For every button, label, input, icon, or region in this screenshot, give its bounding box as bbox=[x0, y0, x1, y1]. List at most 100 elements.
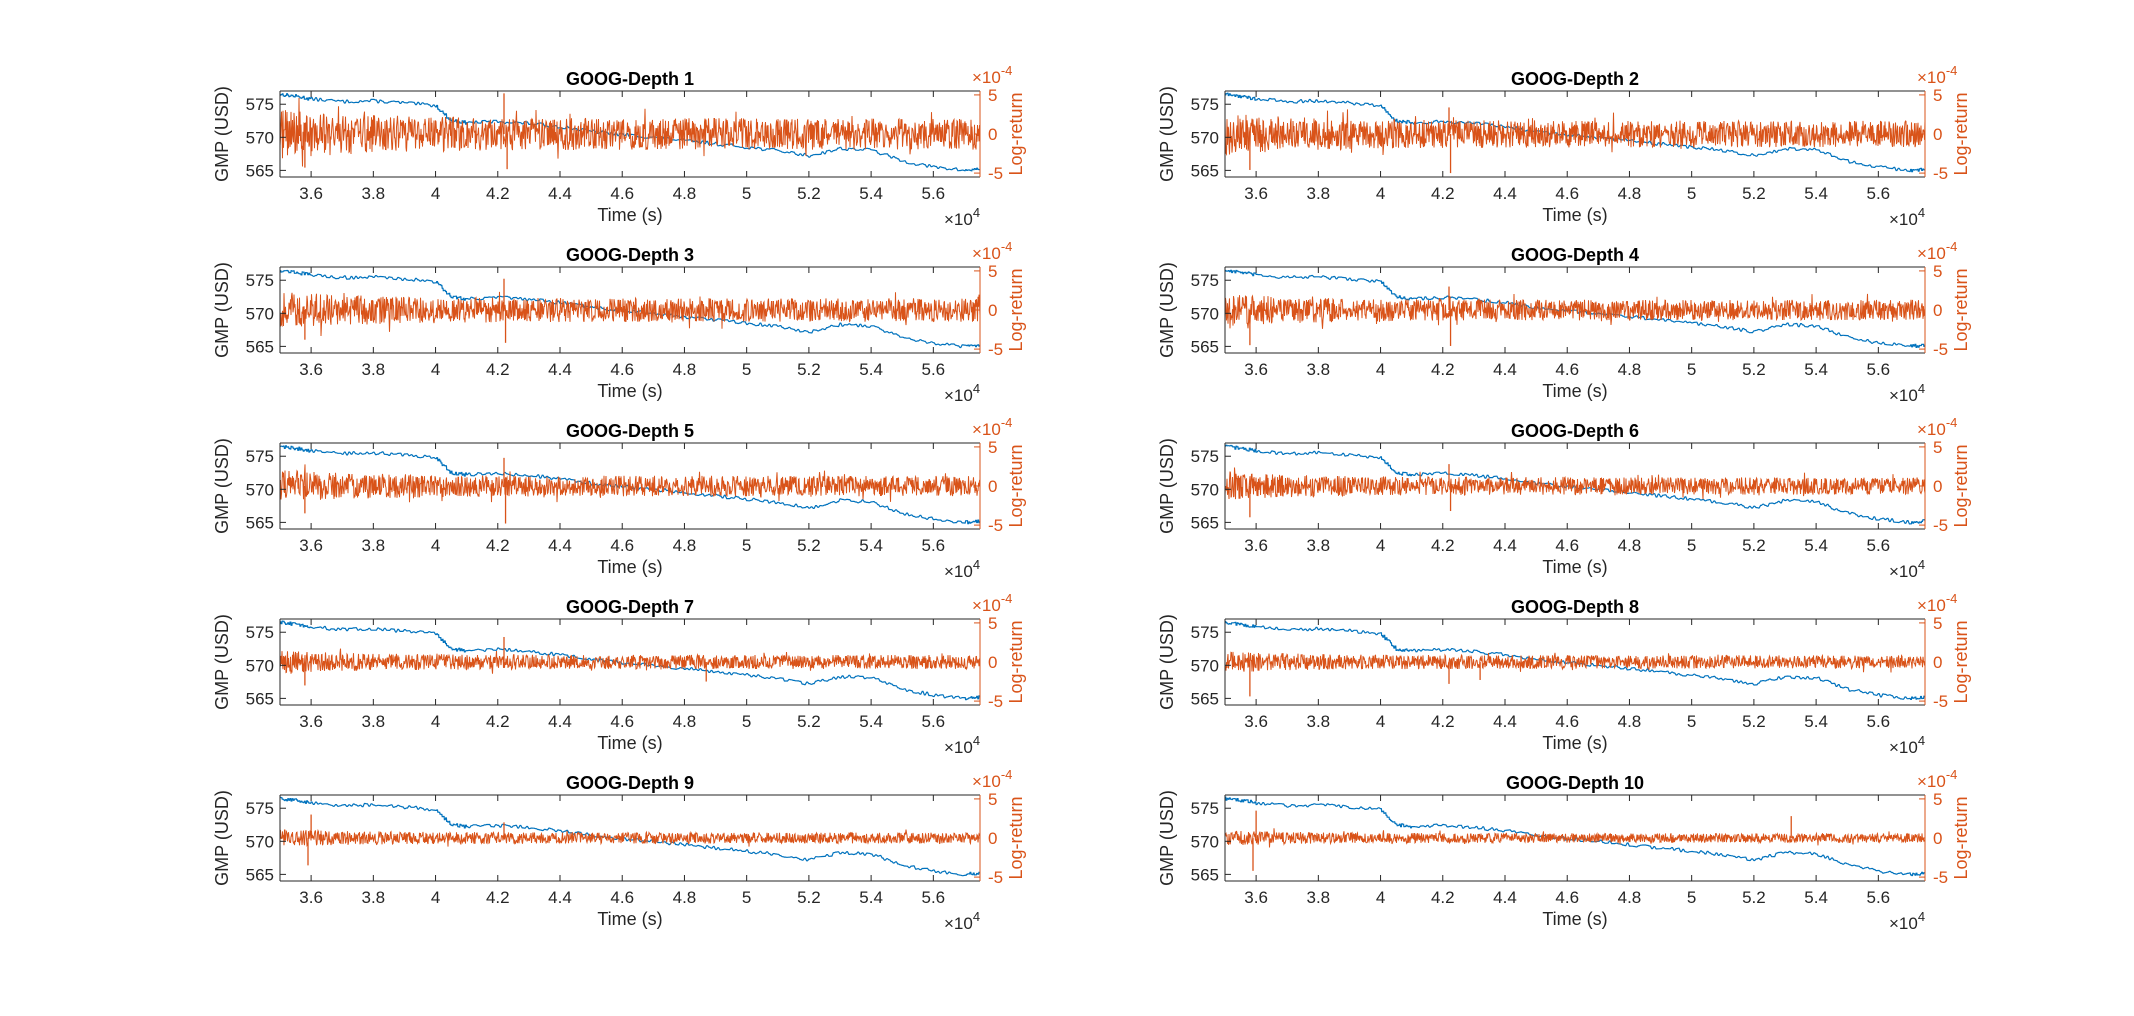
x-axis-exponent: ×104 bbox=[1889, 733, 1925, 757]
x-tick-label: 4.2 bbox=[486, 184, 510, 203]
x-tick-label: 4 bbox=[1376, 360, 1385, 379]
y-right-tick-label: 0 bbox=[988, 653, 997, 672]
x-tick-label: 4.8 bbox=[1618, 888, 1642, 907]
x-tick-label: 5.2 bbox=[797, 888, 821, 907]
x-axis-exponent: ×104 bbox=[944, 557, 980, 581]
y-axis-label-left: GMP (USD) bbox=[1157, 86, 1177, 182]
x-tick-label: 4.8 bbox=[1618, 536, 1642, 555]
y-axis-label-left: GMP (USD) bbox=[212, 790, 232, 886]
x-tick-label: 4.6 bbox=[610, 536, 634, 555]
x-tick-label: 4.6 bbox=[610, 184, 634, 203]
y-left-tick-label: 565 bbox=[246, 513, 274, 532]
x-tick-label: 4.8 bbox=[1618, 360, 1642, 379]
x-tick-label: 4.8 bbox=[1618, 712, 1642, 731]
log-return-series-line bbox=[279, 291, 981, 337]
x-tick-label: 4.4 bbox=[548, 184, 572, 203]
x-tick-label: 5 bbox=[1687, 360, 1696, 379]
x-tick-label: 4 bbox=[431, 184, 440, 203]
y-right-tick-label: -5 bbox=[988, 692, 1003, 711]
x-tick-label: 5.4 bbox=[1804, 536, 1828, 555]
y-axis-label-left: GMP (USD) bbox=[212, 86, 232, 182]
y-right-axis-exponent: ×10-4 bbox=[972, 591, 1012, 615]
y-right-tick-label: 5 bbox=[1933, 262, 1942, 281]
x-tick-label: 5.2 bbox=[1742, 888, 1766, 907]
chart-panel-8: 3.6 3.8 4 4.2 4.4 4.6 4.8 5 5.2 5.4 5.6 565 570 575 -5… bbox=[1157, 591, 1971, 757]
y-left-tick-label: 565 bbox=[1191, 337, 1219, 356]
y-right-tick-label: 0 bbox=[1933, 301, 1942, 320]
x-tick-label: 3.6 bbox=[1244, 536, 1268, 555]
x-tick-label: 3.6 bbox=[299, 184, 323, 203]
x-tick-label: 4.8 bbox=[673, 360, 697, 379]
log-return-series-line bbox=[1224, 651, 1926, 673]
y-right-tick-label: 0 bbox=[1933, 653, 1942, 672]
x-tick-label: 3.8 bbox=[362, 184, 386, 203]
y-right-tick-label: 5 bbox=[1933, 790, 1942, 809]
y-right-tick-label: 5 bbox=[988, 790, 997, 809]
x-tick-label: 5.2 bbox=[797, 184, 821, 203]
x-tick-label: 5.6 bbox=[922, 712, 946, 731]
y-axis-label-right: Log-return bbox=[1006, 92, 1026, 175]
y-right-tick-label: 0 bbox=[988, 477, 997, 496]
log-return-series-line bbox=[279, 464, 981, 503]
y-left-tick-label: 575 bbox=[246, 623, 274, 642]
y-axis-label-right: Log-return bbox=[1951, 268, 1971, 351]
x-tick-label: 5.2 bbox=[1742, 360, 1766, 379]
chart-panel-6: 3.6 3.8 4 4.2 4.4 4.6 4.8 5 5.2 5.4 5.6 565 570 575 -5… bbox=[1157, 415, 1971, 581]
x-axis-exponent: ×104 bbox=[1889, 557, 1925, 581]
y-left-tick-label: 570 bbox=[246, 832, 274, 851]
chart-panel-9: 3.6 3.8 4 4.2 4.4 4.6 4.8 5 5.2 5.4 5.6 565 570 575 -5… bbox=[212, 767, 1026, 933]
x-tick-label: 4 bbox=[431, 712, 440, 731]
y-left-tick-label: 565 bbox=[1191, 689, 1219, 708]
y-axis-label-left: GMP (USD) bbox=[1157, 614, 1177, 710]
y-left-tick-label: 570 bbox=[246, 480, 274, 499]
y-right-tick-label: 0 bbox=[988, 125, 997, 144]
y-left-tick-label: 570 bbox=[1191, 304, 1219, 323]
log-return-series-line bbox=[1224, 293, 1926, 329]
x-axis-label: Time (s) bbox=[1542, 909, 1607, 929]
chart-title: GOOG-Depth 8 bbox=[1511, 597, 1639, 617]
y-right-axis-exponent: ×10-4 bbox=[1917, 415, 1957, 439]
x-tick-label: 4 bbox=[431, 536, 440, 555]
y-axis-label-right: Log-return bbox=[1951, 620, 1971, 703]
x-tick-label: 3.6 bbox=[299, 536, 323, 555]
chart-title: GOOG-Depth 5 bbox=[566, 421, 694, 441]
chart-panel-1: 3.6 3.8 4 4.2 4.4 4.6 4.8 5 5.2 5.4 5.6 565 570 575 -5… bbox=[212, 63, 1026, 229]
x-tick-label: 5.2 bbox=[797, 536, 821, 555]
x-axis-label: Time (s) bbox=[597, 909, 662, 929]
x-tick-label: 4.6 bbox=[610, 360, 634, 379]
chart-title: GOOG-Depth 1 bbox=[566, 69, 694, 89]
y-right-tick-label: 5 bbox=[1933, 614, 1942, 633]
x-tick-label: 4.8 bbox=[673, 184, 697, 203]
x-tick-label: 4.4 bbox=[1493, 712, 1517, 731]
log-return-series-line bbox=[279, 828, 981, 848]
x-tick-label: 5 bbox=[1687, 712, 1696, 731]
y-right-tick-label: -5 bbox=[1933, 692, 1948, 711]
y-left-tick-label: 565 bbox=[246, 689, 274, 708]
log-return-series-line bbox=[279, 97, 981, 167]
x-axis-exponent: ×104 bbox=[1889, 205, 1925, 229]
log-return-series-line bbox=[279, 648, 981, 674]
y-axis-label-left: GMP (USD) bbox=[212, 614, 232, 710]
y-axis-label-left: GMP (USD) bbox=[212, 438, 232, 534]
x-tick-label: 3.8 bbox=[362, 536, 386, 555]
x-tick-label: 5.4 bbox=[1804, 888, 1828, 907]
x-axis-label: Time (s) bbox=[1542, 381, 1607, 401]
x-tick-label: 3.8 bbox=[362, 712, 386, 731]
x-tick-label: 5 bbox=[742, 536, 751, 555]
x-tick-label: 5.2 bbox=[797, 360, 821, 379]
y-right-axis-exponent: ×10-4 bbox=[972, 63, 1012, 87]
x-tick-label: 5 bbox=[1687, 536, 1696, 555]
y-right-tick-label: 5 bbox=[988, 438, 997, 457]
x-tick-label: 4.6 bbox=[1555, 360, 1579, 379]
x-axis-exponent: ×104 bbox=[944, 909, 980, 933]
x-axis-label: Time (s) bbox=[597, 557, 662, 577]
x-tick-label: 5.4 bbox=[1804, 712, 1828, 731]
x-tick-label: 4 bbox=[431, 888, 440, 907]
y-right-tick-label: 5 bbox=[988, 86, 997, 105]
y-right-axis-exponent: ×10-4 bbox=[972, 415, 1012, 439]
x-tick-label: 4.4 bbox=[1493, 360, 1517, 379]
x-tick-label: 5.2 bbox=[1742, 536, 1766, 555]
x-tick-label: 5.4 bbox=[859, 184, 883, 203]
x-tick-label: 5.4 bbox=[859, 712, 883, 731]
x-tick-label: 4.8 bbox=[673, 888, 697, 907]
